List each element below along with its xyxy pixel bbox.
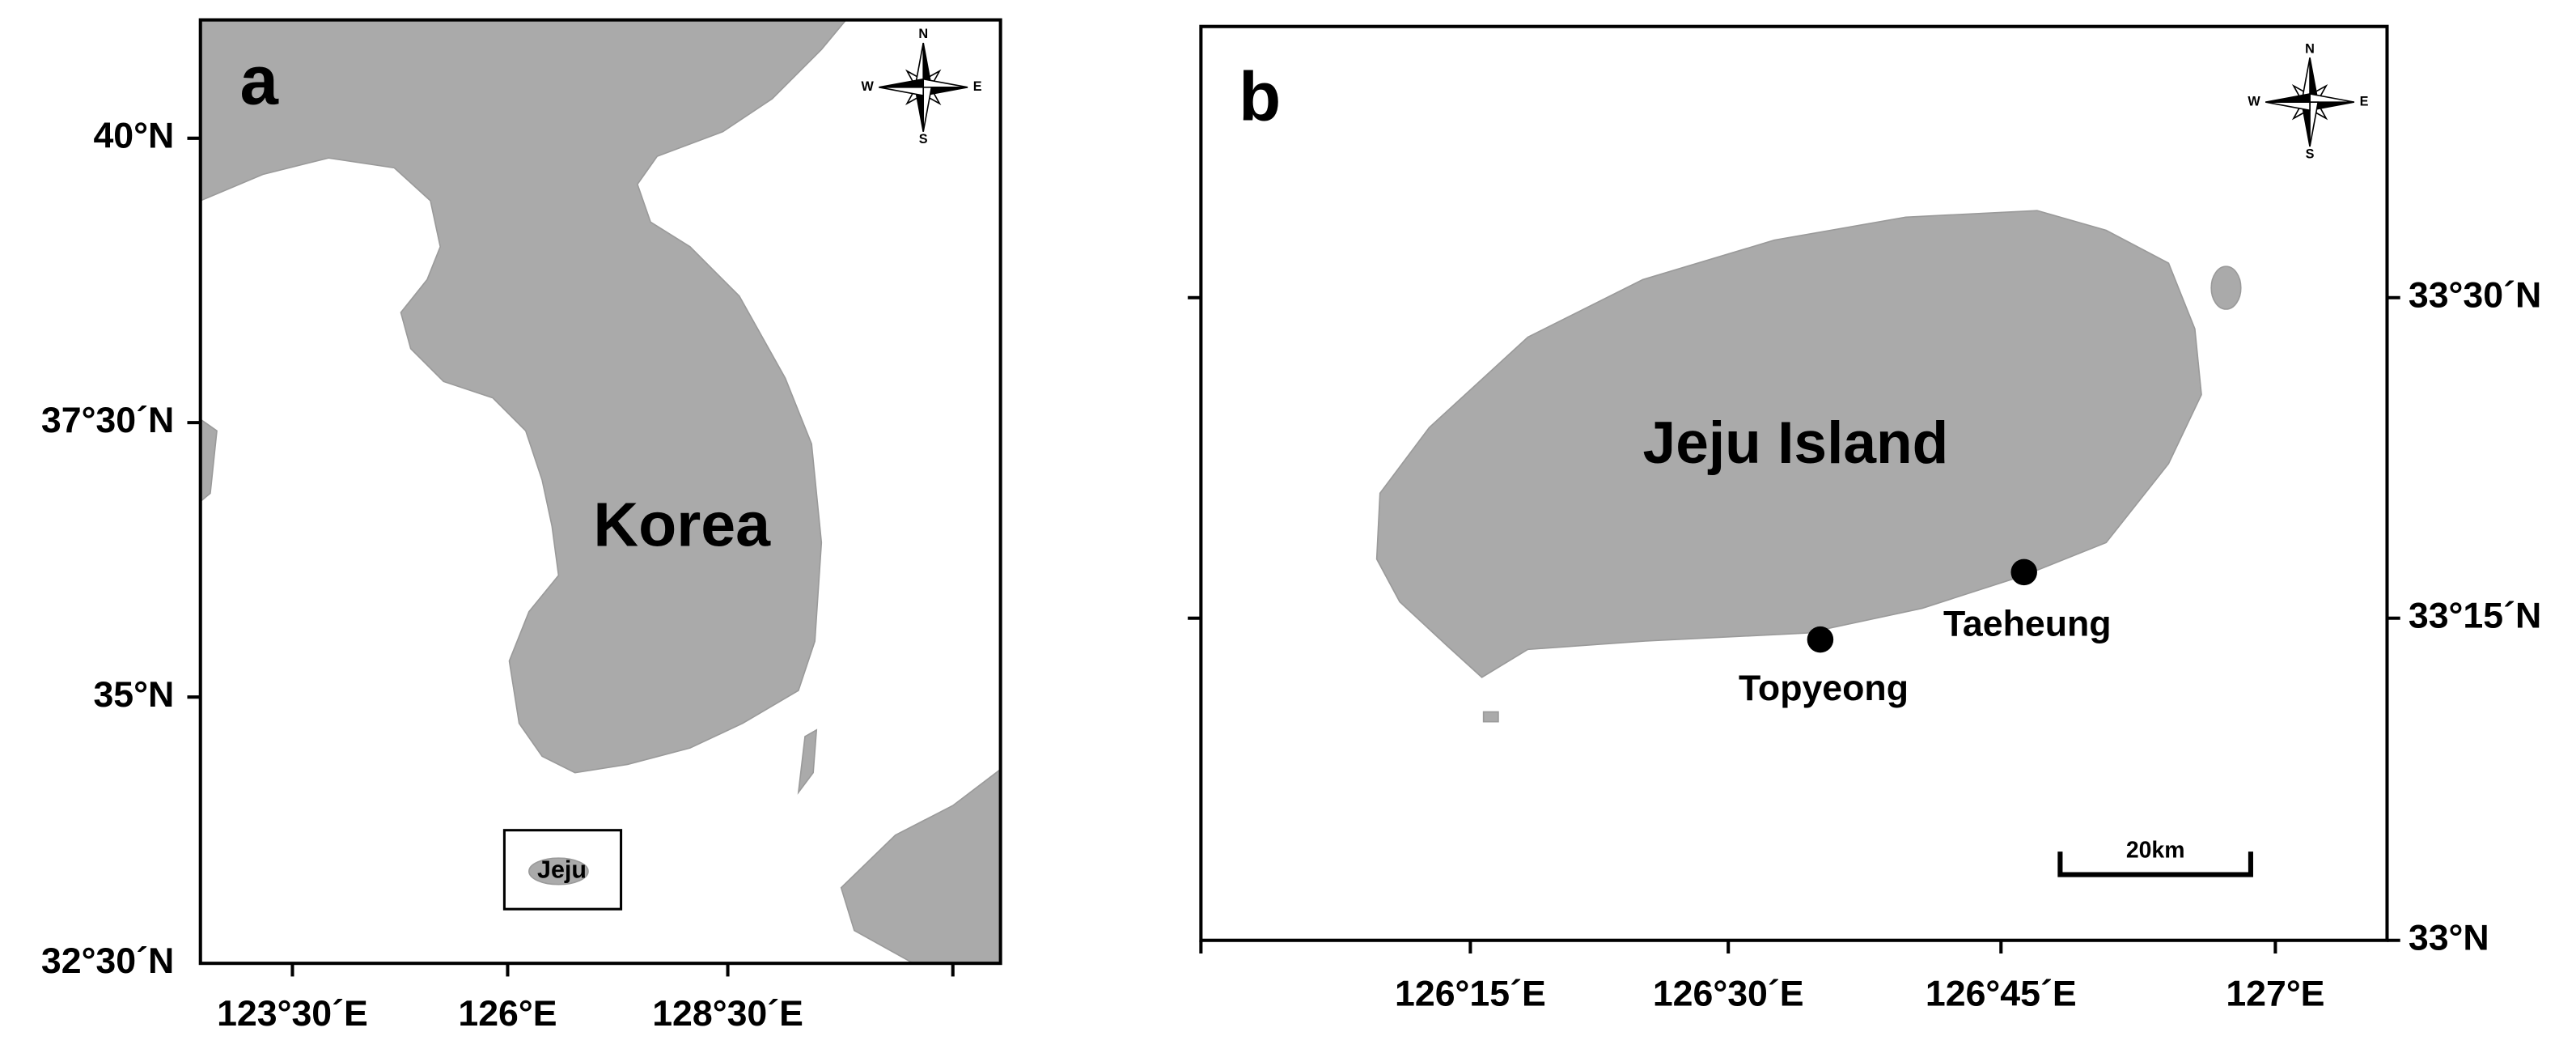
land-jeju-island [1375, 210, 2202, 678]
map-frame [198, 18, 1002, 966]
compass-letter: S [919, 132, 928, 147]
x-tick-label: 128°30´E [652, 994, 803, 1034]
land-islet [1482, 711, 1499, 723]
x-tick-label: 126°E [458, 994, 557, 1034]
site-marker [2010, 558, 2037, 586]
y-tick-label: 33°15´N [2409, 597, 2541, 636]
x-tick-label: 127°E [2226, 975, 2324, 1014]
compass-letter: W [2248, 94, 2260, 108]
inset-box [502, 829, 623, 911]
land-jeju [528, 857, 589, 885]
inset-label: Jeju [537, 856, 587, 884]
compass-letter: S [2306, 147, 2315, 161]
x-tick-label: 123°30´E [217, 994, 368, 1034]
scale-bar-label: 20km [2126, 838, 2185, 864]
x-tick-label: 126°45´E [1926, 975, 2077, 1014]
compass-point [879, 87, 925, 96]
compass-point [2265, 93, 2311, 103]
y-tick-label: 32°30´N [41, 941, 174, 981]
land-tsushima [797, 728, 818, 795]
scale-bar [2057, 852, 2253, 877]
site-label: Taeheung [1943, 605, 2112, 644]
panel-label: b [1239, 59, 1281, 136]
y-tick-label: 35°N [93, 675, 174, 715]
land-mainland [199, 19, 848, 774]
compass-point [2309, 101, 2320, 147]
map-frame [1199, 24, 2389, 942]
y-tick-label: 37°30´N [41, 401, 174, 440]
compass-letter: N [2305, 41, 2315, 56]
compass-point [2265, 101, 2311, 112]
compass: N S E W [2248, 41, 2368, 161]
x-tick-label: 126°30´E [1653, 975, 1804, 1014]
compass-letter: E [973, 79, 982, 94]
place-label: Jeju Island [1643, 410, 1949, 476]
compass-letter: W [861, 79, 874, 94]
site-label: Topyeong [1739, 669, 1909, 708]
compass: N S E W [861, 27, 981, 147]
compass-point [2309, 93, 2355, 103]
compass-letter: N [918, 27, 928, 41]
panel-a: Jeju Korea a N S E W 40°N 37°30´N 35°N 32°3… [41, 18, 1002, 1034]
site-marker [1807, 626, 1834, 653]
y-tick-label: 40°N [93, 117, 174, 156]
panel-b: Jeju Island Taeheung Topyeong 20km b N S E… [1188, 24, 2541, 1014]
compass-letter: E [2360, 94, 2369, 108]
place-label: Korea [593, 490, 771, 559]
y-tick-label: 33°30´N [2409, 276, 2541, 316]
y-tick-label: 33°N [2409, 919, 2489, 958]
compass-point [922, 87, 933, 132]
land-udo [2210, 265, 2242, 310]
panel-label: a [239, 42, 278, 119]
x-tick-label: 126°15´E [1395, 975, 1546, 1014]
